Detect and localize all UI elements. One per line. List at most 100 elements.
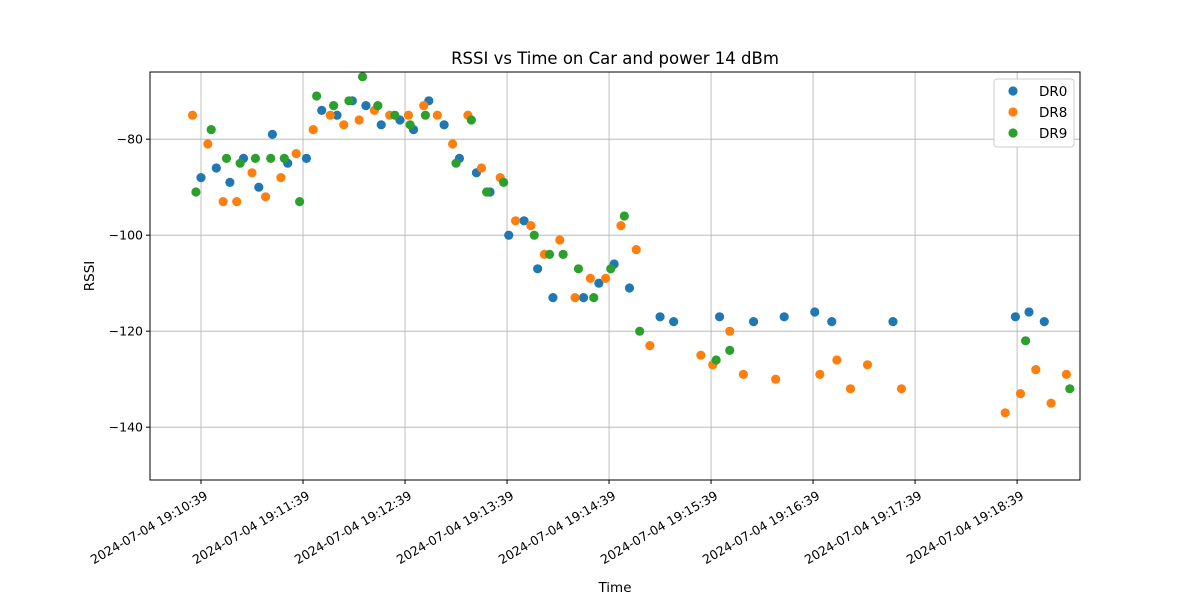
point-dr9 (544, 249, 555, 259)
point-dr8 (354, 115, 364, 125)
point-dr8 (585, 273, 595, 283)
point-dr8 (308, 125, 318, 135)
point-dr0 (376, 120, 386, 130)
point-dr8 (1031, 365, 1041, 375)
point-dr0 (714, 312, 725, 322)
point-dr9 (529, 230, 539, 240)
point-dr0 (1039, 317, 1049, 327)
y-tick-label: −100 (109, 228, 143, 243)
point-dr8 (291, 149, 301, 159)
point-dr9 (329, 101, 339, 111)
point-dr8 (896, 384, 907, 394)
chart-title: RSSI vs Time on Car and power 14 dBm (451, 49, 779, 68)
point-dr8 (203, 139, 213, 149)
point-dr8 (432, 110, 442, 120)
point-dr0 (361, 101, 371, 111)
point-dr9 (573, 264, 584, 274)
point-dr0 (594, 278, 604, 288)
point-dr9 (344, 96, 354, 106)
point-dr0 (267, 129, 278, 139)
point-dr8 (738, 369, 748, 379)
point-dr8 (419, 101, 429, 111)
point-dr8 (526, 221, 536, 231)
point-dr0 (1024, 307, 1034, 317)
point-dr8 (1061, 369, 1071, 379)
point-dr9 (725, 345, 735, 355)
point-dr0 (504, 230, 514, 240)
point-dr0 (439, 120, 449, 130)
point-dr8 (570, 293, 580, 303)
point-dr9 (1020, 336, 1031, 346)
point-dr8 (247, 168, 257, 178)
point-dr8 (218, 197, 228, 207)
point-dr0 (301, 153, 312, 163)
point-dr8 (1046, 398, 1056, 408)
point-dr8 (725, 326, 735, 336)
plot-frame (149, 71, 1081, 481)
point-dr9 (558, 249, 568, 259)
point-dr9 (221, 153, 232, 163)
point-dr8 (555, 235, 565, 245)
point-dr9 (373, 101, 383, 111)
point-dr8 (448, 139, 458, 149)
legend-marker-dr9 (1008, 128, 1018, 138)
point-dr9 (206, 125, 216, 135)
point-dr9 (279, 153, 289, 163)
point-dr9 (499, 177, 509, 187)
point-dr8 (325, 110, 335, 120)
point-dr0 (548, 293, 558, 303)
point-dr0 (748, 317, 759, 327)
point-dr8 (276, 173, 286, 183)
point-dr0 (1010, 312, 1020, 322)
point-dr0 (211, 163, 221, 173)
point-dr8 (862, 360, 873, 370)
point-dr9 (405, 120, 415, 130)
point-dr9 (250, 153, 261, 163)
y-axis-ticks: −140 −120 −100 −80 (109, 132, 150, 435)
point-dr9 (357, 72, 368, 82)
point-dr9 (191, 187, 201, 197)
point-dr8 (339, 120, 349, 130)
point-dr9 (312, 91, 322, 101)
point-dr8 (616, 221, 626, 231)
point-dr0 (810, 307, 820, 317)
y-axis-label: RSSI (82, 261, 98, 292)
point-dr8 (1000, 408, 1010, 418)
y-tick-label: −120 (109, 324, 143, 339)
point-dr9 (619, 211, 629, 221)
point-dr0 (332, 110, 342, 120)
point-dr0 (533, 264, 543, 274)
data-points (187, 72, 1075, 418)
y-tick-label: −140 (109, 420, 143, 435)
point-dr9 (635, 326, 645, 336)
point-dr8 (771, 374, 781, 384)
point-dr0 (624, 283, 635, 293)
point-dr0 (779, 312, 789, 322)
point-dr8 (403, 110, 414, 120)
point-dr9 (295, 197, 305, 207)
point-dr9 (711, 355, 721, 365)
legend-marker-dr0 (1008, 86, 1018, 96)
point-dr9 (266, 153, 276, 163)
point-dr9 (606, 264, 616, 274)
point-dr9 (235, 158, 245, 168)
point-dr0 (254, 182, 264, 192)
point-dr0 (888, 317, 898, 327)
point-dr8 (696, 350, 706, 360)
point-dr8 (261, 192, 271, 202)
point-dr8 (232, 197, 242, 207)
point-dr9 (1065, 384, 1075, 394)
point-dr0 (827, 317, 837, 327)
point-dr8 (187, 110, 198, 120)
x-axis-label: Time (597, 580, 631, 596)
point-dr8 (832, 355, 842, 365)
point-dr0 (196, 173, 206, 183)
legend-label-dr0: DR0 (1039, 84, 1067, 100)
point-dr0 (578, 293, 589, 303)
point-dr9 (466, 115, 476, 125)
legend: DR0 DR8 DR9 (993, 78, 1075, 148)
point-dr9 (589, 293, 599, 303)
point-dr8 (815, 369, 825, 379)
point-dr8 (510, 216, 521, 226)
